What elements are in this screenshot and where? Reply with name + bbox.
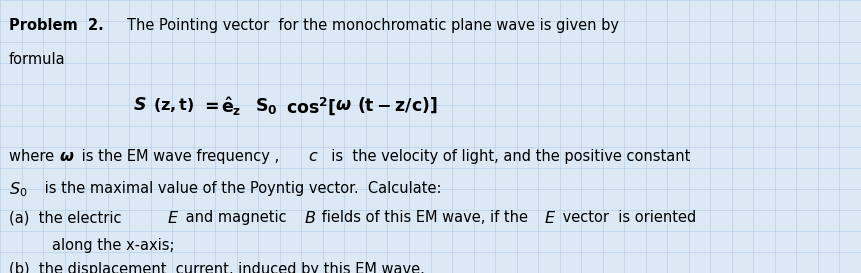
Text: $\mathit{S}_0$: $\mathit{S}_0$ (9, 181, 27, 199)
Text: $\mathbf{\mathit{E}}$: $\mathbf{\mathit{E}}$ (167, 210, 179, 226)
Text: $\boldsymbol{\omega}$: $\boldsymbol{\omega}$ (59, 149, 74, 164)
Text: formula: formula (9, 52, 65, 67)
Text: $\mathbf{(z,t)}$: $\mathbf{(z,t)}$ (153, 96, 195, 114)
Text: fields of this EM wave, if the: fields of this EM wave, if the (317, 210, 537, 225)
Text: is  the velocity of light, and the positive constant: is the velocity of light, and the positi… (322, 149, 691, 164)
Text: and magnetic: and magnetic (181, 210, 295, 225)
Text: $\mathbf{(t - z/c)]}$: $\mathbf{(t - z/c)]}$ (357, 96, 438, 115)
Text: $\mathbf{=}$: $\mathbf{=}$ (201, 96, 219, 114)
Text: $\mathbfit{S}$: $\mathbfit{S}$ (133, 96, 147, 114)
Text: along the x-axis;: along the x-axis; (52, 238, 174, 253)
Text: $\boldsymbol{\omega}$: $\boldsymbol{\omega}$ (335, 96, 351, 114)
Text: Problem  2.: Problem 2. (9, 18, 103, 33)
Text: $\mathbf{\mathit{E}}$: $\mathbf{\mathit{E}}$ (544, 210, 556, 226)
Text: $\mathbf{\hat{e}_z}$: $\mathbf{\hat{e}_z}$ (221, 96, 242, 118)
Text: $\mathbf{S_0}$: $\mathbf{S_0}$ (255, 96, 277, 115)
Text: is the maximal value of the Poyntig vector.  Calculate:: is the maximal value of the Poyntig vect… (40, 181, 441, 196)
Text: The Pointing vector  for the monochromatic plane wave is given by: The Pointing vector for the monochromati… (127, 18, 619, 33)
Text: (a)  the electric: (a) the electric (9, 210, 126, 225)
Text: $\mathit{c}$: $\mathit{c}$ (308, 149, 319, 164)
Text: is the EM wave frequency ,: is the EM wave frequency , (77, 149, 284, 164)
Text: (b)  the displacement  current, induced by this EM wave.: (b) the displacement current, induced by… (9, 262, 424, 273)
Text: vector  is oriented: vector is oriented (558, 210, 697, 225)
Text: where: where (9, 149, 59, 164)
Text: $\mathbf{cos^2[}$: $\mathbf{cos^2[}$ (286, 96, 337, 117)
Text: $\mathbf{\mathit{B}}$: $\mathbf{\mathit{B}}$ (304, 210, 316, 226)
